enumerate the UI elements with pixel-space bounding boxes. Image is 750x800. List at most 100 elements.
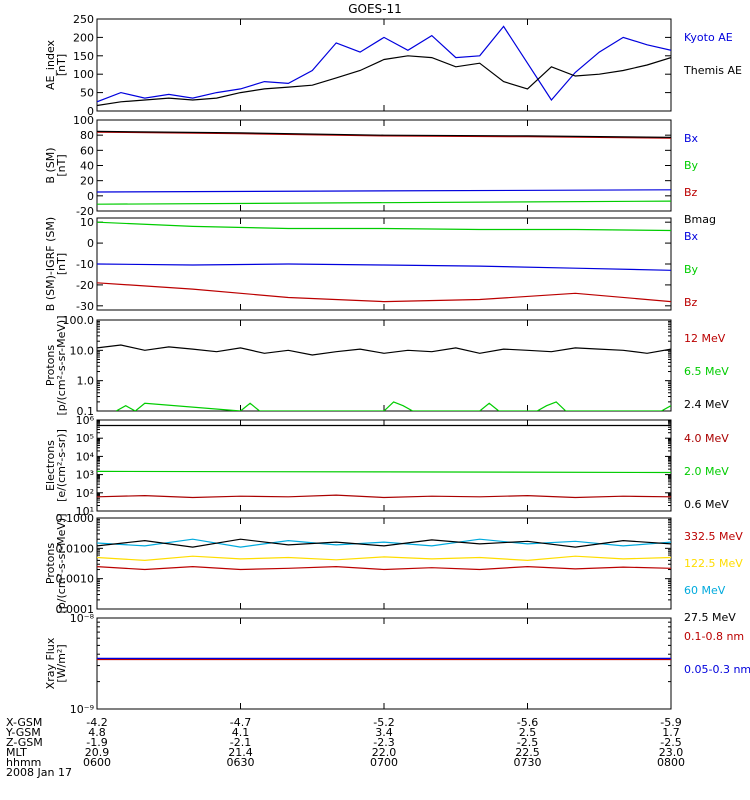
footer-row-value: 0730 bbox=[514, 756, 542, 769]
legend-entry: Kyoto AE bbox=[684, 31, 733, 44]
y-tick-label: 10⁴ bbox=[76, 450, 95, 463]
y-tick-label: -20 bbox=[76, 205, 94, 218]
legend-entry: Themis AE bbox=[683, 64, 742, 77]
panel-bigrf: -30 -20 -10 0 10 B (SM)-IGRF (SM)[nT] Bx By Bz bbox=[44, 216, 699, 313]
y-tick-label: -10 bbox=[76, 258, 94, 271]
footer-row-value: -1.9 bbox=[86, 736, 107, 749]
legend-entry: Bx bbox=[684, 132, 699, 145]
panel-frame bbox=[96, 319, 672, 412]
panel-electrons: 10¹ 10² 10³ 10⁴ 10⁵ 10⁶ Electrons[e/(cm²-s-sr)… bbox=[44, 414, 729, 518]
legend-entry: 4.0 MeV bbox=[684, 432, 729, 445]
series-group bbox=[97, 538, 671, 571]
series-line-bx bbox=[97, 263, 671, 271]
y-axis-label: [W/m²] bbox=[55, 644, 68, 682]
y-axis-label: [p/(cm²-s-sr-MeV)] bbox=[55, 316, 68, 416]
panel-xray: 10⁻⁹ 10⁻⁸ Xray Flux[W/m²] 0.1-0.8 nm 0.05-0.… bbox=[44, 612, 750, 716]
legend-entry: 2.0 MeV bbox=[684, 465, 729, 478]
footer-row-value: 4.8 bbox=[88, 726, 106, 739]
footer-row-value: 0630 bbox=[227, 756, 255, 769]
series-line-27-5-mev bbox=[97, 538, 671, 548]
y-tick-label: 0 bbox=[87, 190, 94, 203]
panel-ae: 0 50 100 150 200 250 AE_index[nT] Kyoto AE Themi… bbox=[44, 13, 742, 118]
legend-entry: Bz bbox=[684, 186, 698, 199]
footer-row-label: X-GSM bbox=[6, 716, 42, 729]
legend-entry: 60 MeV bbox=[684, 584, 726, 597]
y-tick-label: 10⁵ bbox=[76, 432, 94, 445]
y-axis-label: [p/(cm²-s-sr-MeV)] bbox=[55, 514, 68, 614]
footer-row-value: -5.6 bbox=[517, 716, 538, 729]
y-axis-label: Xray Flux bbox=[44, 637, 57, 689]
footer-row-value: -4.7 bbox=[230, 716, 251, 729]
y-tick-label: 250 bbox=[73, 13, 94, 26]
panel-bsm: -20 0 20 40 60 80 100 B (SM)[nT] Bx By Bz Bmag bbox=[44, 114, 716, 226]
y-tick-label: 0.1 bbox=[77, 405, 95, 418]
footer-row-value: -2.5 bbox=[517, 736, 538, 749]
y-axis-label: Protons bbox=[44, 345, 57, 386]
y-tick-label: 10.0 bbox=[70, 344, 95, 357]
y-tick-label: 80 bbox=[80, 129, 94, 142]
footer-row-value: 20.9 bbox=[85, 746, 110, 759]
panel-protons2: 0.0001 0.0010 0.0100 0.1000 Protons[p/(cm²-s… bbox=[44, 512, 743, 624]
series-line-themis-ae bbox=[97, 55, 671, 107]
footer-row-value: 23.0 bbox=[659, 746, 684, 759]
y-tick-label: 10⁻⁹ bbox=[70, 703, 94, 716]
y-axis-label: B (SM) bbox=[44, 147, 57, 183]
figure-title: GOES-11 bbox=[348, 2, 402, 16]
footer-row-value: -4.2 bbox=[86, 716, 107, 729]
y-tick-label: 60 bbox=[80, 144, 94, 157]
footer-row-value: -2.1 bbox=[230, 736, 251, 749]
y-tick-label: 20 bbox=[80, 175, 94, 188]
series-group bbox=[97, 344, 671, 411]
legend-entry: Bmag bbox=[684, 213, 716, 226]
series-group bbox=[97, 25, 671, 107]
panel-frame bbox=[96, 517, 672, 610]
series-line-by bbox=[97, 221, 671, 232]
y-tick-label: 0.0001 bbox=[56, 603, 95, 616]
y-tick-label: 100 bbox=[73, 114, 94, 127]
y-tick-label: 10⁻⁸ bbox=[70, 612, 95, 625]
y-axis-label: [nT] bbox=[55, 154, 68, 176]
series-line-60-mev bbox=[97, 538, 671, 548]
footer-row-value: 4.1 bbox=[232, 726, 250, 739]
series-line-bx bbox=[97, 189, 671, 193]
footer-row-label: Z-GSM bbox=[6, 736, 43, 749]
y-tick-label: 10⁶ bbox=[76, 414, 95, 427]
y-tick-label: 0.0100 bbox=[56, 542, 95, 555]
footer-row-value: -5.9 bbox=[660, 716, 681, 729]
legend-entry: 12 MeV bbox=[684, 332, 726, 345]
legend-entry: 27.5 MeV bbox=[684, 611, 736, 624]
series-group bbox=[97, 424, 671, 499]
panel-protons1: 0.1 1.0 10.0 100.0 Protons[p/(cm²-s-sr-MeV)]… bbox=[44, 314, 729, 418]
y-tick-label: 0.1000 bbox=[56, 512, 95, 525]
y-tick-label: 10³ bbox=[76, 469, 94, 482]
y-tick-label: 1.0 bbox=[77, 375, 95, 388]
panel-frame bbox=[96, 217, 672, 311]
y-tick-label: 40 bbox=[80, 160, 94, 173]
legend-entry: 2.4 MeV bbox=[684, 398, 729, 411]
footer-row-value: 22.5 bbox=[515, 746, 540, 759]
y-tick-label: 10² bbox=[76, 487, 94, 500]
series-line-by bbox=[97, 200, 671, 205]
y-tick-label: 200 bbox=[73, 31, 94, 44]
footer-row-value: -2.5 bbox=[660, 736, 681, 749]
y-tick-label: 0 bbox=[87, 237, 94, 250]
series-group bbox=[97, 221, 671, 303]
series-line-bmag bbox=[97, 130, 671, 138]
legend-entry: 6.5 MeV bbox=[684, 365, 729, 378]
panel-frame bbox=[96, 617, 672, 710]
legend-entry: 332.5 MeV bbox=[684, 530, 743, 543]
y-tick-label: 150 bbox=[73, 50, 94, 63]
y-tick-label: 100.0 bbox=[63, 314, 95, 327]
legend-entry: By bbox=[684, 159, 699, 172]
series-group bbox=[97, 657, 671, 661]
legend-entry: Bz bbox=[684, 296, 698, 309]
y-axis-label: [nT] bbox=[55, 54, 68, 76]
footer-row-label: MLT bbox=[6, 746, 27, 759]
series-line-2-0-mev bbox=[97, 470, 671, 474]
footer-row-label: Y-GSM bbox=[5, 726, 41, 739]
y-tick-label: -30 bbox=[76, 300, 94, 313]
y-axis-label: B (SM)-IGRF (SM) bbox=[44, 217, 57, 311]
y-axis-label: Electrons bbox=[44, 440, 57, 491]
y-tick-label: 0.0010 bbox=[56, 573, 95, 586]
